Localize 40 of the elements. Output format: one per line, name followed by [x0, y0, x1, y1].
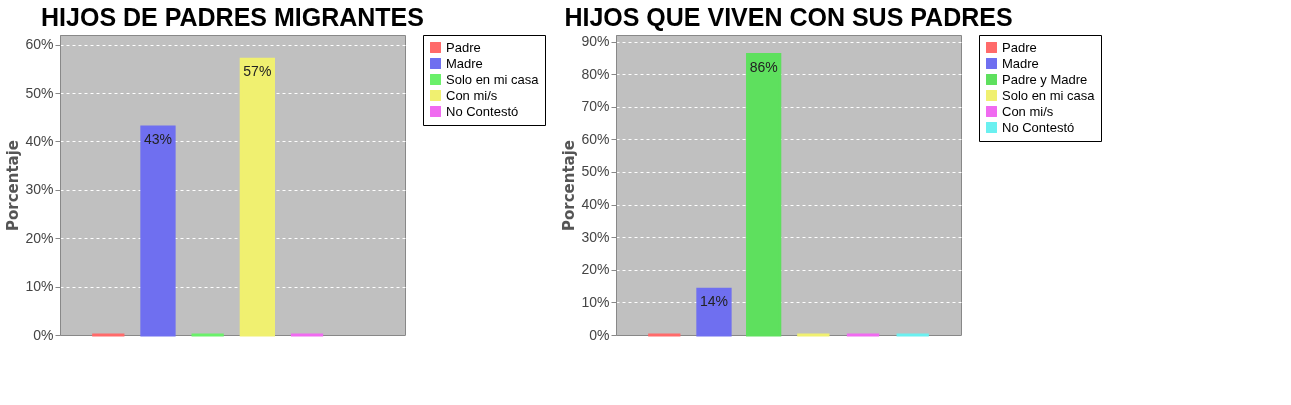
y-tick-label: 10% [581, 293, 610, 310]
legend-label: No Contestó [446, 103, 519, 119]
y-tick-label: 90% [581, 33, 610, 50]
y-axis-title: Porcentaje [560, 139, 579, 232]
y-tick-label: 20% [581, 261, 610, 278]
legend-label: Con mi/s [1002, 103, 1054, 119]
legend-label: Solo en mi casa [446, 71, 540, 87]
y-tick-label: 50% [25, 84, 54, 101]
y-tick-label: 50% [581, 163, 610, 180]
bar [696, 287, 732, 337]
y-tick-label: 40% [25, 132, 54, 149]
y-tick-label: 20% [25, 229, 54, 246]
y-tick-label: 0% [33, 326, 54, 343]
bar [239, 57, 275, 337]
legend-label: Solo en mi casa [1002, 87, 1096, 103]
chart-title: HIJOS DE PADRES MIGRANTES [41, 2, 424, 31]
legend-label: Madre [1002, 55, 1039, 71]
y-axis-title: Porcentaje [4, 139, 23, 232]
y-tick-label: 80% [581, 65, 610, 82]
y-tick-label: 60% [581, 130, 610, 147]
y-tick-label: 60% [25, 36, 54, 53]
y-tick-label: 0% [589, 326, 610, 343]
y-tick-label: 40% [581, 196, 610, 213]
y-tick-label: 10% [25, 278, 54, 295]
data-label: 14% [699, 293, 728, 310]
data-label: 86% [749, 58, 778, 75]
bar [140, 125, 176, 337]
legend-label: Padre y Madre [1002, 71, 1088, 87]
y-tick-label: 30% [581, 228, 610, 245]
legend-label: No Contestó [1002, 119, 1075, 135]
legend-label: Con mi/s [446, 87, 498, 103]
legend-label: Madre [446, 55, 483, 71]
bar [746, 53, 782, 337]
legend-label: Padre [446, 39, 481, 55]
data-label: 43% [143, 130, 172, 147]
chart-title: HIJOS QUE VIVEN CON SUS PADRES [564, 2, 1013, 31]
legend-label: Padre [1002, 39, 1037, 55]
data-label: 57% [243, 63, 272, 80]
y-tick-label: 70% [581, 98, 610, 115]
y-tick-label: 30% [25, 181, 54, 198]
